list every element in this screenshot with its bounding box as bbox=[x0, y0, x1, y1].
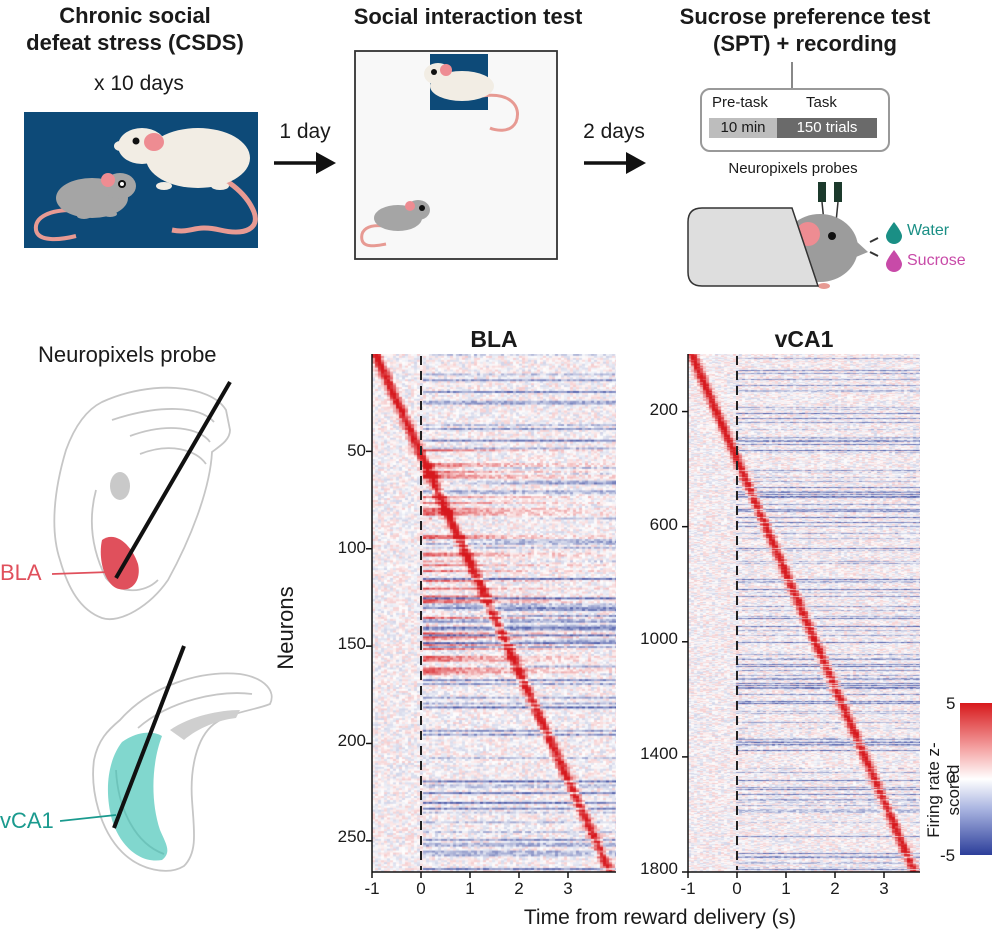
bla-xtick: 1 bbox=[465, 879, 475, 898]
bla-xtick: -1 bbox=[364, 879, 380, 898]
spt-title-line2: (SPT) + recording bbox=[713, 31, 897, 56]
bla-brain-section bbox=[53, 380, 232, 620]
csds-title-line1: Chronic social bbox=[59, 3, 211, 28]
arrow-right-icon bbox=[584, 152, 646, 174]
water-label: Water bbox=[907, 222, 950, 239]
gap2-label: 2 days bbox=[583, 120, 645, 143]
sit-title: Social interaction test bbox=[353, 4, 583, 29]
bla-leader-line bbox=[52, 571, 110, 575]
csds-illustration bbox=[24, 112, 258, 248]
bla-heatmap-title: BLA bbox=[470, 326, 518, 352]
colorbar-tick: 0 bbox=[946, 768, 956, 787]
bla-heatmap bbox=[372, 354, 616, 872]
bla-label: BLA bbox=[0, 560, 42, 585]
spt-title-line1: Sucrose preference test bbox=[679, 4, 931, 29]
vca1-axes bbox=[682, 354, 920, 878]
pretask-label: Pre-task bbox=[712, 94, 768, 111]
vca1-ytick: 600 bbox=[649, 515, 678, 534]
gap1-label: 1 day bbox=[279, 120, 331, 143]
x-axis-label: Time from reward delivery (s) bbox=[523, 906, 797, 929]
target-mouse-icon bbox=[424, 63, 519, 132]
vca1-ytick: 1400 bbox=[640, 744, 678, 763]
probe-track-bla bbox=[114, 380, 232, 580]
vca1-heatmap bbox=[688, 354, 920, 872]
vca1-ytick: 1000 bbox=[640, 629, 678, 648]
colorbar-tick: -5 bbox=[940, 846, 956, 865]
test-mouse-icon bbox=[360, 200, 430, 248]
csds-duration: x 10 days bbox=[94, 72, 184, 95]
vca1-label: vCA1 bbox=[0, 808, 54, 833]
gray-mouse-icon bbox=[33, 173, 136, 242]
vca1-leader-line bbox=[60, 814, 117, 822]
vca1-xtick: 3 bbox=[879, 879, 889, 898]
bla-ytick: 100 bbox=[337, 538, 366, 557]
vca1-xtick: -1 bbox=[680, 879, 696, 898]
csds-title: Chronic social defeat stress (CSDS) bbox=[0, 2, 270, 56]
probe-caption: Neuropixels probe bbox=[38, 342, 217, 367]
task-value: 150 trials bbox=[777, 118, 877, 138]
vca1-ytick: 1800 bbox=[640, 859, 678, 878]
vca1-xtick: 1 bbox=[781, 879, 791, 898]
colorbar-tick: 5 bbox=[946, 694, 956, 713]
y-axis-label: Neurons bbox=[273, 586, 298, 670]
bla-xtick: 3 bbox=[563, 879, 573, 898]
colorbar bbox=[960, 703, 992, 855]
vca1-xtick: 2 bbox=[830, 879, 840, 898]
vca1-region bbox=[107, 732, 168, 861]
bla-ytick: 250 bbox=[337, 827, 366, 846]
spt-connector bbox=[791, 62, 793, 88]
bla-xtick: 2 bbox=[514, 879, 524, 898]
bla-xtick: 0 bbox=[416, 879, 426, 898]
bla-ytick: 150 bbox=[337, 634, 366, 653]
vca1-xtick: 0 bbox=[732, 879, 742, 898]
sucrose-label: Sucrose bbox=[907, 252, 966, 269]
colorbar-label: Firing rate z-scored bbox=[924, 742, 963, 838]
water-drop-icon bbox=[886, 222, 902, 244]
probes-label: Neuropixels probes bbox=[728, 160, 858, 177]
bla-ytick: 200 bbox=[337, 731, 366, 750]
arrow-right-icon bbox=[274, 152, 336, 174]
csds-title-line2: defeat stress (CSDS) bbox=[26, 30, 244, 55]
sucrose-drop-icon bbox=[886, 250, 902, 272]
probe-track-vca1 bbox=[112, 645, 186, 829]
pretask-value: 10 min bbox=[709, 118, 777, 138]
vca1-heatmap-title: vCA1 bbox=[774, 326, 834, 352]
recording-setup bbox=[687, 182, 879, 289]
spt-title: Sucrose preference test (SPT) + recordin… bbox=[640, 3, 970, 57]
bla-region bbox=[100, 536, 139, 590]
task-label: Task bbox=[806, 94, 837, 111]
vca1-ytick: 200 bbox=[649, 400, 678, 419]
bla-ytick: 50 bbox=[347, 441, 366, 460]
white-mouse-icon bbox=[114, 128, 258, 235]
restraint-tube bbox=[687, 207, 820, 287]
sit-arena bbox=[354, 50, 558, 260]
bla-axes bbox=[366, 354, 616, 878]
vca1-brain-section bbox=[92, 645, 273, 872]
